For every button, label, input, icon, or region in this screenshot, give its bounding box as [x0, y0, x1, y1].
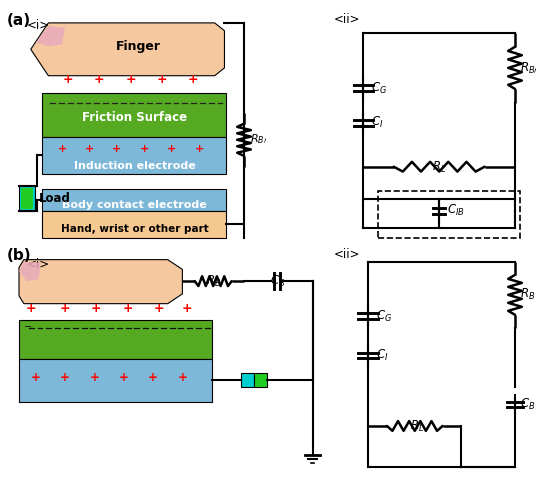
- Bar: [19, 186, 35, 211]
- Text: +: +: [122, 302, 133, 315]
- Text: Finger: Finger: [116, 39, 161, 53]
- Text: $R_L$: $R_L$: [432, 159, 447, 174]
- Text: $R_B$: $R_B$: [206, 274, 221, 289]
- Text: <i>: <i>: [27, 19, 50, 32]
- Text: $C_B$: $C_B$: [269, 274, 285, 289]
- Text: +: +: [182, 302, 193, 315]
- Text: +: +: [90, 371, 99, 384]
- Text: $R_{B\prime}$: $R_{B\prime}$: [250, 132, 267, 146]
- Text: (a): (a): [6, 13, 30, 28]
- Text: +: +: [148, 371, 158, 384]
- Text: $R_{B\prime}$: $R_{B\prime}$: [520, 61, 538, 76]
- Bar: [19, 359, 212, 401]
- Text: Hand, wrist or other part: Hand, wrist or other part: [60, 225, 208, 234]
- Text: +: +: [167, 144, 176, 154]
- Text: +: +: [94, 73, 105, 86]
- Text: +: +: [91, 302, 102, 315]
- Text: $R_L$: $R_L$: [410, 419, 424, 434]
- Bar: [241, 373, 254, 387]
- Text: −: −: [24, 322, 32, 332]
- Text: +: +: [112, 144, 122, 154]
- Text: +: +: [157, 73, 167, 86]
- Text: +: +: [125, 73, 136, 86]
- Text: $C_I$: $C_I$: [371, 115, 383, 130]
- Text: +: +: [188, 73, 199, 86]
- Polygon shape: [31, 23, 225, 75]
- Text: +: +: [140, 144, 149, 154]
- Text: +: +: [31, 371, 40, 384]
- Text: +: +: [153, 302, 164, 315]
- Bar: [43, 189, 226, 211]
- Text: +: +: [59, 302, 70, 315]
- Polygon shape: [19, 262, 40, 281]
- Text: $C_{IB}$: $C_{IB}$: [447, 203, 465, 218]
- Text: +: +: [194, 144, 204, 154]
- Bar: [43, 94, 226, 137]
- Bar: [21, 188, 33, 209]
- Text: $R_B$: $R_B$: [520, 287, 535, 302]
- Bar: [43, 211, 226, 238]
- Text: +: +: [85, 144, 94, 154]
- Text: +: +: [57, 144, 66, 154]
- Text: <ii>: <ii>: [334, 13, 361, 26]
- Text: Induction electrode: Induction electrode: [73, 161, 195, 171]
- Text: +: +: [60, 371, 70, 384]
- Text: +: +: [178, 371, 187, 384]
- Text: $C_G$: $C_G$: [376, 309, 392, 324]
- Text: $C_G$: $C_G$: [371, 81, 387, 96]
- Text: Body contact electrode: Body contact electrode: [62, 200, 207, 210]
- Bar: [19, 320, 212, 359]
- Bar: [254, 373, 267, 387]
- Text: <ii>: <ii>: [334, 248, 361, 261]
- Text: +: +: [25, 302, 36, 315]
- Polygon shape: [19, 260, 183, 304]
- Text: Friction Surface: Friction Surface: [82, 111, 187, 124]
- Text: +: +: [63, 73, 73, 86]
- Text: $C_B$: $C_B$: [520, 397, 535, 412]
- Text: $C_I$: $C_I$: [376, 348, 388, 363]
- Text: <i>: <i>: [27, 258, 50, 271]
- Text: (b): (b): [6, 248, 31, 263]
- Bar: [378, 191, 520, 238]
- Polygon shape: [31, 26, 65, 49]
- Text: +: +: [119, 371, 129, 384]
- Text: Load: Load: [38, 192, 70, 205]
- Bar: [43, 137, 226, 173]
